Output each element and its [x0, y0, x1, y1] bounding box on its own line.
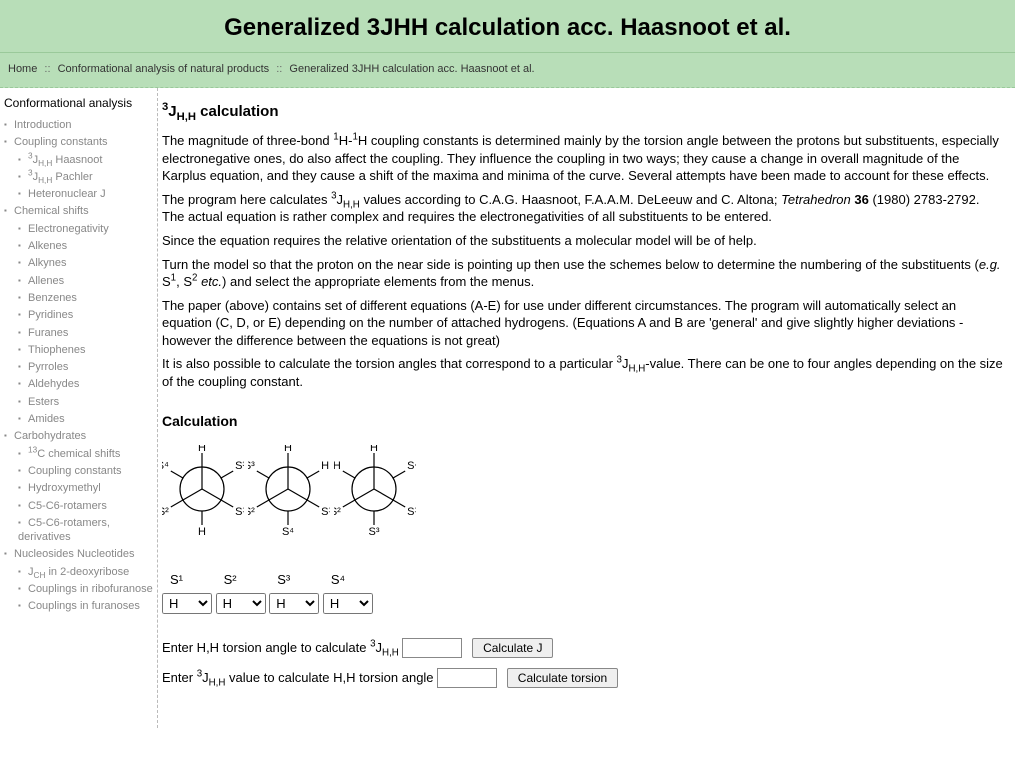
label-calc-j: Enter H,H torsion angle to calculate 3JH…	[162, 640, 399, 655]
sidebar-subitem[interactable]: Couplings in furanoses	[28, 600, 140, 612]
sidebar-list: Introduction Coupling constants 3JH,H Haas…	[4, 118, 153, 614]
paragraph-2: The program here calculates 3JH,H values…	[162, 191, 1005, 226]
sidebar-subitem[interactable]: 3JH,H Pachler	[28, 171, 93, 183]
sidebar-subitem[interactable]: Thiophenes	[28, 344, 86, 356]
breadcrumb-link-section[interactable]: Conformational analysis of natural produ…	[58, 63, 270, 75]
sidebar-subitem[interactable]: Pyridines	[28, 309, 73, 321]
sidebar-subitem[interactable]: Esters	[28, 396, 59, 408]
svg-text:S⁴: S⁴	[162, 460, 169, 472]
sidebar-subitem[interactable]: Benzenes	[28, 292, 77, 304]
svg-text:H: H	[198, 445, 206, 454]
selector-labels: S¹ S² S³ S⁴	[162, 571, 1005, 589]
sidebar-subitem[interactable]: 13C chemical shifts	[28, 448, 120, 460]
input-section: Enter H,H torsion angle to calculate 3JH…	[162, 638, 1005, 688]
sidebar-subitem[interactable]: C5-C6-rotamers, derivatives	[18, 517, 110, 543]
breadcrumb-sep: ::	[276, 63, 282, 75]
svg-text:S²: S²	[248, 506, 255, 518]
svg-text:H: H	[321, 460, 329, 472]
paragraph-6: It is also possible to calculate the tor…	[162, 355, 1005, 390]
content: 3JH,H calculation The magnitude of three…	[157, 88, 1015, 728]
text: The program here calculates	[162, 192, 331, 207]
jhh-value-input[interactable]	[437, 668, 497, 688]
select-s3[interactable]: H	[269, 593, 319, 614]
sidebar-subitem[interactable]: Allenes	[28, 275, 64, 287]
text: values according to C.A.G. Haasnoot, F.A…	[360, 192, 781, 207]
sidebar-subitem[interactable]: Hydroxymethyl	[28, 482, 101, 494]
newman-diagram: H H S⁴ S³ S² S¹	[162, 445, 244, 541]
label-s3: S³	[269, 571, 319, 589]
sidebar-subitem[interactable]: Electronegativity	[28, 223, 109, 235]
paragraph-5: The paper (above) contains set of differ…	[162, 297, 1005, 350]
newman-diagrams: H H S⁴ S³ S² S¹ H S⁴ S³ H S² S¹ H S³ H S…	[162, 445, 1005, 541]
sidebar-subitem[interactable]: Alkenes	[28, 240, 67, 252]
sidebar-item[interactable]: Carbohydrates	[14, 430, 86, 442]
sidebar-subitem[interactable]: Coupling constants	[28, 465, 122, 477]
sidebar-subitem[interactable]: Pyrroles	[28, 361, 68, 373]
newman-diagram: H S⁴ S³ H S² S¹	[248, 445, 330, 541]
calculate-j-button[interactable]: Calculate J	[472, 638, 553, 658]
svg-text:S⁴: S⁴	[407, 460, 416, 472]
sidebar-item[interactable]: Introduction	[14, 119, 71, 131]
sidebar-subitem[interactable]: Aldehydes	[28, 378, 79, 390]
journal-title: Tetrahedron	[781, 192, 851, 207]
select-s2[interactable]: H	[216, 593, 266, 614]
svg-text:H: H	[284, 445, 292, 454]
breadcrumb-link-home[interactable]: Home	[8, 63, 37, 75]
torsion-angle-input[interactable]	[402, 638, 462, 658]
layout: Conformational analysis Introduction Coup…	[0, 88, 1015, 728]
volume: 36	[854, 192, 868, 207]
paragraph-4: Turn the model so that the proton on the…	[162, 256, 1005, 291]
text: It is also possible to calculate the tor…	[162, 356, 617, 371]
sidebar: Conformational analysis Introduction Coup…	[0, 88, 158, 728]
breadcrumb-current: Generalized 3JHH calculation acc. Haasno…	[289, 63, 534, 75]
3jhh-symbol: 3JH,H	[331, 192, 360, 207]
3jhh-symbol: 3JH,H	[617, 356, 646, 371]
newman-diagram: H S³ H S⁴ S² S¹	[334, 445, 416, 541]
label-s2: S²	[216, 571, 266, 589]
svg-text:S⁴: S⁴	[282, 526, 294, 538]
sidebar-item[interactable]: Chemical shifts	[14, 205, 89, 217]
svg-text:H: H	[198, 526, 206, 538]
page-title: Generalized 3JHH calculation acc. Haasno…	[0, 0, 1015, 53]
paragraph-1: The magnitude of three-bond 1H-1H coupli…	[162, 132, 1005, 185]
svg-text:S¹: S¹	[407, 506, 416, 518]
row-calc-torsion: Enter 3JH,H value to calculate H,H torsi…	[162, 668, 1005, 688]
svg-text:S¹: S¹	[321, 506, 330, 518]
row-calc-j: Enter H,H torsion angle to calculate 3JH…	[162, 638, 1005, 658]
sidebar-subitem[interactable]: Heteronuclear J	[28, 188, 106, 200]
svg-text:S³: S³	[369, 526, 380, 538]
sidebar-subitem[interactable]: Furanes	[28, 327, 68, 339]
sidebar-subitem[interactable]: Couplings in ribofuranose	[28, 583, 153, 595]
label-s4: S⁴	[323, 571, 373, 589]
selector-row: H H H H	[162, 593, 1005, 614]
label-calc-torsion: Enter 3JH,H value to calculate H,H torsi…	[162, 670, 434, 685]
sidebar-subitem[interactable]: 3JH,H Haasnoot	[28, 154, 102, 166]
header-band: Generalized 3JHH calculation acc. Haasno…	[0, 0, 1015, 88]
sidebar-subitem[interactable]: Amides	[28, 413, 65, 425]
sidebar-item[interactable]: Coupling constants	[14, 136, 108, 148]
breadcrumb: Home :: Conformational analysis of natur…	[0, 53, 1015, 88]
svg-text:S³: S³	[248, 460, 255, 472]
svg-text:H: H	[334, 460, 341, 472]
svg-text:S²: S²	[334, 506, 341, 518]
svg-text:H: H	[370, 445, 378, 454]
select-s4[interactable]: H	[323, 593, 373, 614]
calc-heading: 3JH,H calculation	[162, 102, 1005, 122]
paragraph-3: Since the equation requires the relative…	[162, 232, 1005, 250]
label-s1: S¹	[162, 571, 212, 589]
sidebar-subitem[interactable]: C5-C6-rotamers	[28, 500, 107, 512]
svg-text:S¹: S¹	[235, 506, 244, 518]
sidebar-title: Conformational analysis	[4, 96, 153, 110]
sidebar-subitem[interactable]: Alkynes	[28, 257, 67, 269]
svg-text:S³: S³	[235, 460, 244, 472]
sidebar-item[interactable]: Nucleosides Nucleotides	[14, 548, 134, 560]
calc-subheading: Calculation	[162, 412, 1005, 431]
sidebar-subitem[interactable]: JCH in 2-deoxyribose	[28, 566, 129, 578]
svg-text:S²: S²	[162, 506, 169, 518]
breadcrumb-sep: ::	[44, 63, 50, 75]
select-s1[interactable]: H	[162, 593, 212, 614]
calculate-torsion-button[interactable]: Calculate torsion	[507, 668, 618, 688]
